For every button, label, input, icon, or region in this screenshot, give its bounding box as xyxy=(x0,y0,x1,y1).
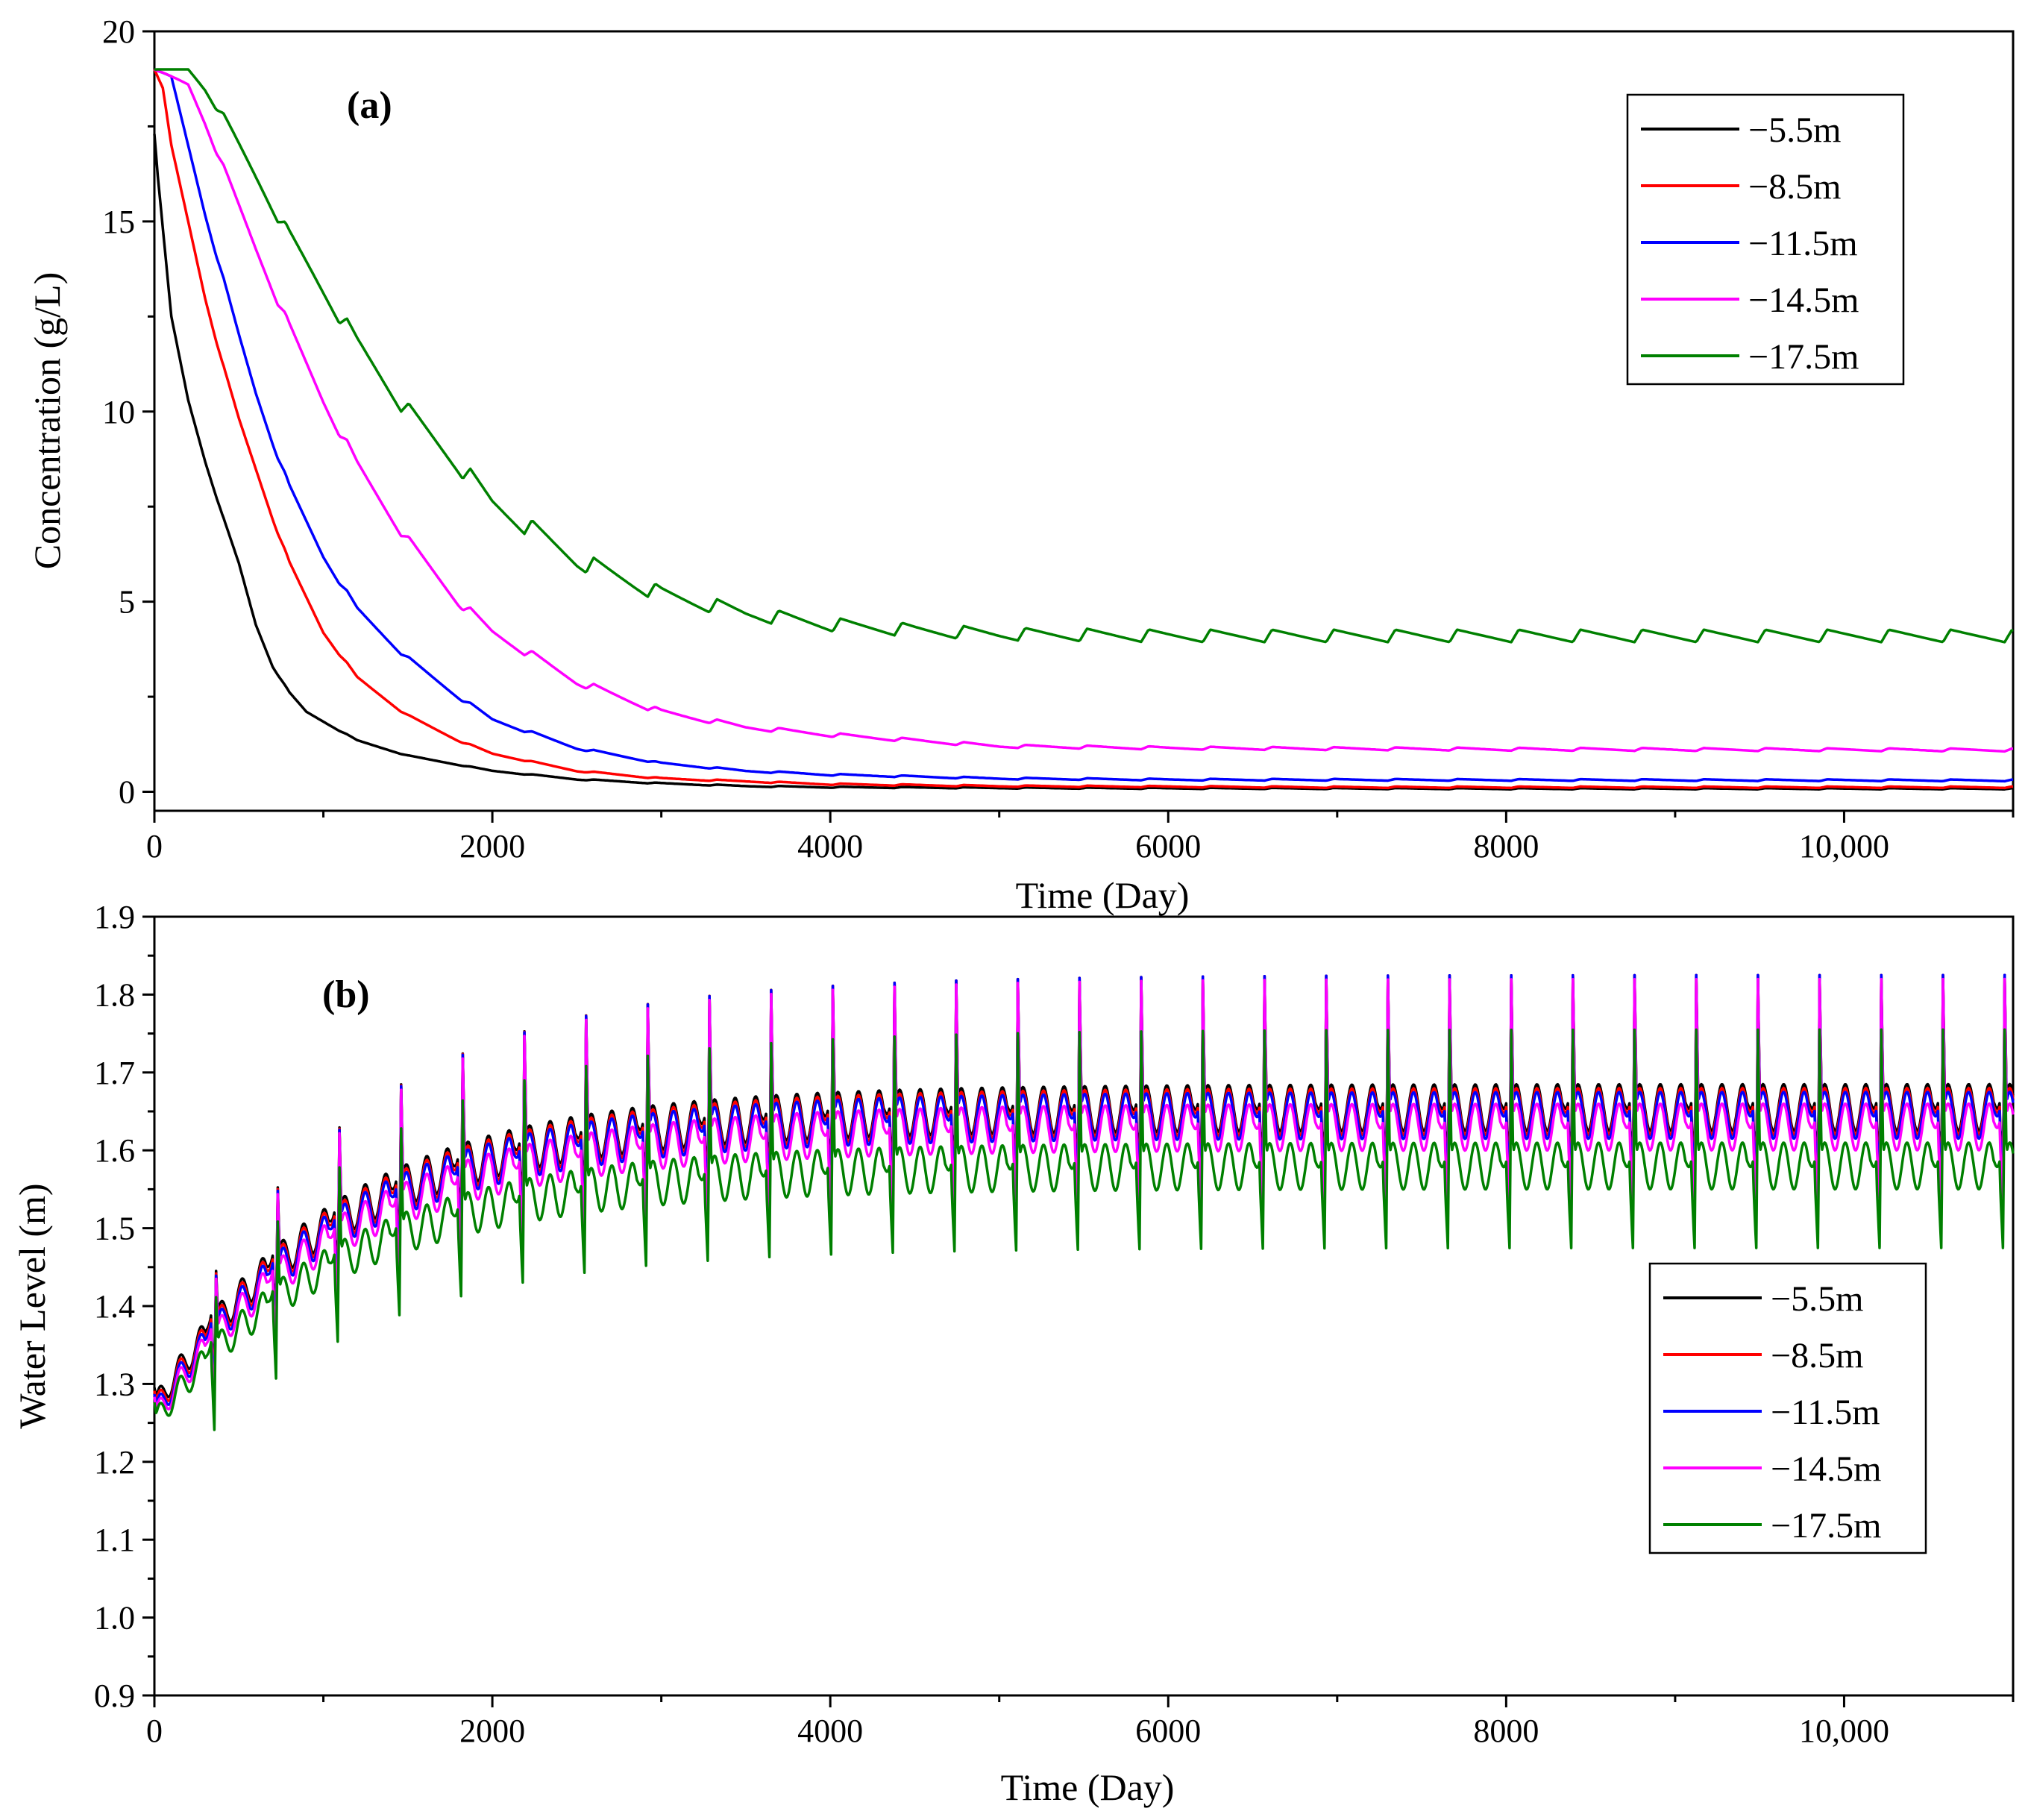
y-tick-label: 15 xyxy=(102,204,135,240)
x-tick-label: 2000 xyxy=(459,1713,525,1749)
x-tick-label: 10,000 xyxy=(1799,828,1889,865)
x-tick-label: 0 xyxy=(146,1713,163,1749)
legend: −5.5m −8.5m −11.5m −14.5m −17.5m xyxy=(1648,1262,1927,1554)
y-tick-label: 0 xyxy=(119,774,135,811)
y-tick-label: 1.8 xyxy=(94,976,135,1013)
y-tick-label: 5 xyxy=(119,584,135,621)
plot-frame xyxy=(153,30,2015,812)
legend-label: −8.5m xyxy=(1748,167,1841,207)
series-line xyxy=(153,69,2014,790)
series-line xyxy=(153,134,2014,791)
legend-label: −14.5m xyxy=(1771,1449,1881,1489)
x-axis-title: Time (Day) xyxy=(1001,1766,1175,1808)
x-tick-label: 4000 xyxy=(797,828,863,865)
panel-b-water-level-chart: 0 2000 4000 6000 8000 10,000 0.9 1.0 1.1 1.2 1.3 1.… xyxy=(11,899,2015,1808)
series-line xyxy=(154,68,2014,783)
x-tick-label: 0 xyxy=(146,828,163,865)
panel-label: (a) xyxy=(347,84,392,127)
y-tick-label: 1.3 xyxy=(94,1366,135,1402)
y-tick-label: 0.9 xyxy=(94,1678,135,1714)
y-tick-label: 1.2 xyxy=(94,1444,135,1481)
y-tick-label: 1.7 xyxy=(94,1055,135,1091)
x-tick-label: 2000 xyxy=(459,828,525,865)
x-tick-label: 6000 xyxy=(1135,1713,1201,1749)
series-line xyxy=(153,1028,2015,1431)
y-tick-label: 1.1 xyxy=(94,1522,135,1558)
axis-ticks: 0 2000 4000 6000 8000 10,000 0 5 10 15 20 xyxy=(102,13,2015,865)
series-line xyxy=(154,68,2014,644)
y-axis-title: Water Level (m) xyxy=(11,1183,53,1428)
legend-box xyxy=(1648,1262,1927,1554)
panel-label: (b) xyxy=(322,973,370,1016)
series-lines xyxy=(153,68,2014,791)
x-tick-label: 6000 xyxy=(1135,828,1201,865)
x-tick-label: 10,000 xyxy=(1799,1713,1889,1749)
legend-label: −8.5m xyxy=(1771,1336,1863,1375)
legend-box xyxy=(1626,93,1905,386)
x-axis-title: Time (Day) xyxy=(1016,874,1190,916)
legend-label: −11.5m xyxy=(1748,224,1858,263)
x-tick-label: 8000 xyxy=(1473,1713,1539,1749)
legend: −5.5m −8.5m −11.5m −14.5m −17.5m xyxy=(1626,93,1905,386)
legend-label: −14.5m xyxy=(1748,280,1859,320)
y-tick-label: 1.6 xyxy=(94,1132,135,1169)
series-lines xyxy=(153,973,2015,1431)
panel-a-concentration-chart: 0 2000 4000 6000 8000 10,000 0 5 10 15 20 (a) Time… xyxy=(26,13,2015,916)
y-tick-label: 1.9 xyxy=(94,899,135,935)
x-tick-label: 4000 xyxy=(797,1713,863,1749)
y-tick-label: 1.0 xyxy=(94,1600,135,1637)
y-tick-label: 10 xyxy=(102,394,135,430)
legend-label: −17.5m xyxy=(1748,337,1859,377)
x-tick-label: 8000 xyxy=(1473,828,1539,865)
y-tick-label: 1.5 xyxy=(94,1211,135,1247)
y-axis-title: Concentration (g/L) xyxy=(26,272,68,570)
legend-label: −5.5m xyxy=(1771,1279,1863,1319)
y-tick-label: 1.4 xyxy=(94,1288,135,1325)
series-line xyxy=(154,68,2014,753)
legend-label: −5.5m xyxy=(1748,110,1841,150)
legend-label: −11.5m xyxy=(1771,1393,1880,1432)
legend-label: −17.5m xyxy=(1771,1506,1881,1546)
axis-ticks: 0 2000 4000 6000 8000 10,000 0.9 1.0 1.1 1.2 1.3 1.… xyxy=(94,899,2015,1749)
y-tick-label: 20 xyxy=(102,13,135,50)
